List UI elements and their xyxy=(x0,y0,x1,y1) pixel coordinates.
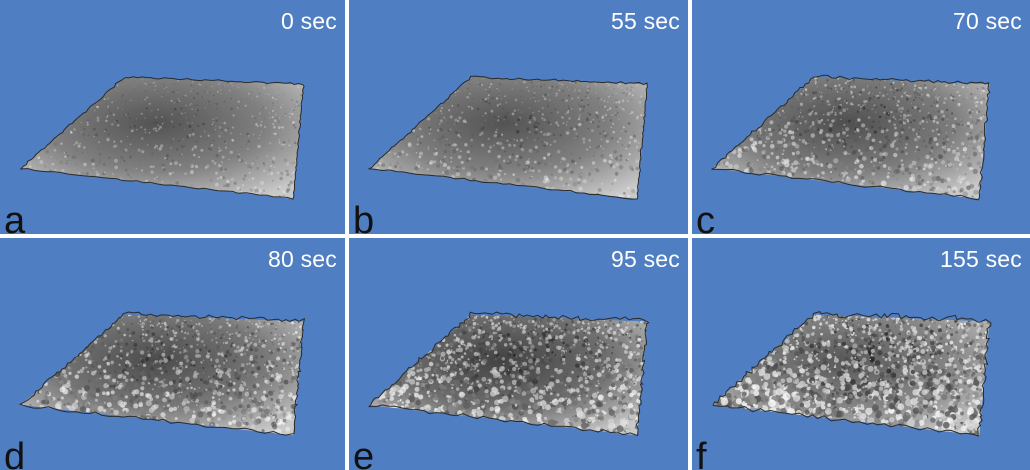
surface-outline xyxy=(18,311,306,436)
time-label-a: 0 sec xyxy=(281,8,337,34)
panel-letter-f: f xyxy=(696,436,707,470)
panel-c: 70 sec c xyxy=(692,0,1030,234)
surface-plot-f xyxy=(712,311,992,437)
surface-outline xyxy=(368,311,650,437)
surface-plane xyxy=(20,77,304,199)
surface-plane xyxy=(369,77,648,199)
time-label-d: 80 sec xyxy=(268,246,337,272)
time-label-b: 55 sec xyxy=(611,8,680,34)
panel-letter-e: e xyxy=(353,436,375,470)
surface-texture xyxy=(370,78,646,199)
time-label-e: 95 sec xyxy=(611,246,680,272)
panel-b: 55 sec b xyxy=(349,0,688,234)
surface-plot-a xyxy=(19,76,305,200)
panel-letter-a: a xyxy=(4,200,26,234)
panel-d: 80 sec d xyxy=(0,238,345,470)
surface-texture xyxy=(20,314,303,436)
panel-e: 95 sec e xyxy=(349,238,688,470)
surface-outline xyxy=(712,311,992,437)
surface-plot-e xyxy=(368,311,650,437)
panel-letter-c: c xyxy=(696,200,715,234)
time-label-f: 155 sec xyxy=(940,246,1022,272)
panel-a: 0 sec a xyxy=(0,0,345,234)
surface-texture xyxy=(715,77,990,198)
surface-plot-d xyxy=(18,311,306,436)
surface-outline xyxy=(19,76,305,200)
panel-f: 155 sec f xyxy=(692,238,1030,470)
surface-plot-c xyxy=(711,74,991,201)
surface-plot-b xyxy=(367,75,648,200)
surface-texture xyxy=(377,314,648,436)
surface-outline xyxy=(711,74,991,201)
time-label-c: 70 sec xyxy=(953,8,1022,34)
panel-letter-d: d xyxy=(4,436,26,470)
panel-letter-b: b xyxy=(353,200,375,234)
surface-outline xyxy=(367,75,648,200)
